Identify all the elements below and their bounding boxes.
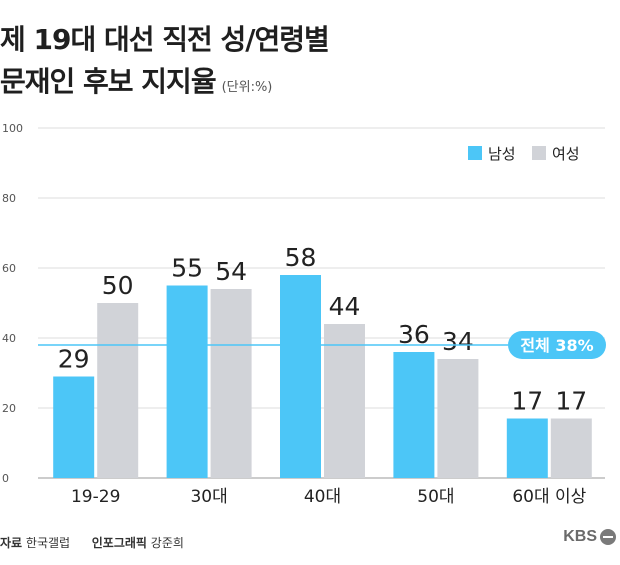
bars: [53, 275, 592, 478]
data-label-male: 36: [398, 320, 430, 349]
x-tick-label: 60대 이상: [512, 487, 586, 507]
chart-title-line2: 문재인 후보 지지율 (단위:%): [0, 60, 272, 100]
x-tick-label: 19-29: [71, 487, 120, 507]
data-label-male: 58: [285, 243, 317, 272]
bar-male: [166, 285, 208, 478]
source-label: 자료: [0, 536, 23, 550]
kbs-logo: KBS: [563, 528, 616, 546]
x-tick-label: 40대: [304, 487, 341, 507]
legend-label-male: 남성: [488, 145, 516, 163]
data-label-female: 44: [329, 292, 361, 321]
data-labels: 29 50 55 54 58 44 36 34 17 17: [58, 243, 587, 416]
x-tick-label: 50대: [417, 487, 454, 507]
y-tick-label: 0: [2, 472, 9, 485]
data-label-female: 34: [442, 327, 474, 356]
y-axis-ticks: 0 20 40 60 80 100: [2, 122, 23, 485]
data-label-male: 29: [58, 345, 90, 374]
data-label-female: 54: [215, 257, 247, 286]
unit-label: (단위:%): [221, 80, 273, 95]
bar-female: [97, 303, 139, 478]
reference-badge: [508, 331, 606, 359]
data-label-male: 17: [511, 387, 543, 416]
legend-label-female: 여성: [552, 145, 580, 163]
chart-title-line1: 제 19대 대선 직전 성/연령별: [0, 23, 330, 56]
kbs-logo-icon: [600, 529, 616, 545]
data-label-male: 55: [171, 254, 203, 283]
reference-line-group: 전체 38%: [38, 331, 606, 359]
bar-female: [550, 418, 592, 478]
bar-male: [280, 275, 321, 478]
x-axis-ticks: 19-29 30대 40대 50대 60대 이상: [71, 487, 587, 507]
data-label-female: 17: [555, 387, 587, 416]
bar-female: [437, 359, 479, 478]
chart-title-line2-text: 문재인 후보 지지율: [0, 65, 217, 98]
legend-swatch-female: [532, 146, 546, 160]
bar-male: [393, 352, 435, 478]
y-tick-label: 40: [2, 332, 16, 345]
y-tick-label: 100: [2, 122, 23, 135]
legend-swatch-male: [468, 146, 482, 160]
y-tick-label: 80: [2, 192, 16, 205]
legend: 남성 여성: [468, 145, 580, 163]
reference-label: 전체 38%: [520, 336, 593, 355]
bar-male: [506, 418, 548, 478]
bar-male: [53, 376, 95, 478]
x-tick-label: 30대: [190, 487, 227, 507]
y-tick-label: 20: [2, 402, 16, 415]
graphic-label: 인포그래픽: [91, 536, 147, 550]
y-tick-label: 60: [2, 262, 16, 275]
graphic-value: 강준희: [150, 536, 184, 550]
bar-female: [210, 289, 252, 478]
bar-female: [324, 324, 365, 478]
source-value: 한국갤럽: [25, 536, 71, 550]
data-label-female: 50: [102, 271, 134, 300]
footer: 자료 한국갤럽 인포그래픽 강준희: [0, 534, 184, 551]
logo-text: KBS: [563, 528, 597, 545]
